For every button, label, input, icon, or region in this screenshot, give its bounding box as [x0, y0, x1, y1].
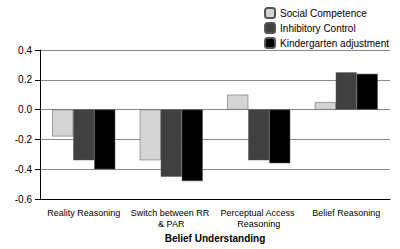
svg-text:Social Competence: Social Competence: [280, 8, 367, 19]
svg-text:& PAR: & PAR: [158, 219, 185, 229]
svg-text:Perceptual Access: Perceptual Access: [220, 208, 297, 218]
svg-text:Belief Understanding: Belief Understanding: [165, 233, 266, 244]
svg-text:0.2: 0.2: [18, 74, 32, 85]
svg-text:-0.4: -0.4: [15, 164, 33, 175]
svg-text:Reality Reasoning: Reality Reasoning: [47, 208, 120, 218]
svg-text:-0.6: -0.6: [15, 194, 33, 205]
svg-text:Switch between RR: Switch between RR: [131, 208, 212, 218]
svg-text:-0.2: -0.2: [15, 134, 33, 145]
svg-text:Kindergarten adjustment: Kindergarten adjustment: [280, 38, 389, 49]
svg-text:0.4: 0.4: [18, 45, 32, 56]
svg-text:Reasoning: Reasoning: [237, 219, 280, 229]
svg-text:0.0: 0.0: [18, 104, 32, 115]
svg-text:Inhibitory Control: Inhibitory Control: [280, 23, 356, 34]
svg-text:Belief Reasoning: Belief Reasoning: [312, 208, 380, 218]
